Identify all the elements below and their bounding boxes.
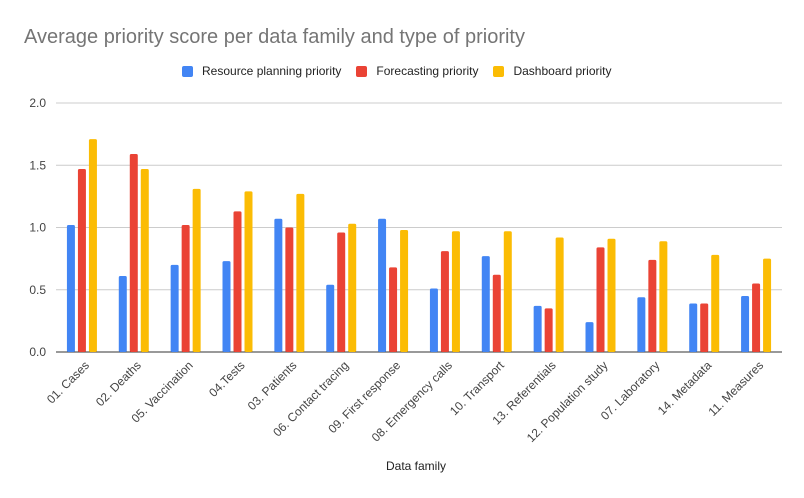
y-tick-label: 0.0: [29, 345, 46, 359]
x-tick-label: 01. Cases: [44, 358, 92, 406]
legend-label-resource-planning: Resource planning priority: [202, 64, 342, 78]
bar: [337, 232, 346, 352]
bar: [222, 261, 231, 352]
bar: [244, 191, 253, 352]
y-tick-label: 0.5: [29, 283, 46, 297]
y-tick-label: 2.0: [29, 96, 46, 110]
bar: [129, 154, 138, 352]
bar: [326, 284, 335, 352]
bar: [503, 231, 512, 352]
bar: [400, 229, 409, 352]
bar: [637, 297, 646, 352]
bar: [274, 218, 283, 352]
bar: [451, 231, 460, 352]
bar: [296, 193, 305, 352]
x-tick-label: 04.Tests: [206, 358, 248, 400]
bar: [429, 288, 438, 352]
bar: [88, 139, 97, 352]
bar: [492, 274, 501, 352]
bar: [440, 251, 449, 352]
x-axis-label: Data family: [385, 459, 447, 473]
bar: [585, 322, 594, 352]
chart-title: Average priority score per data family a…: [24, 26, 525, 48]
bar: [741, 295, 750, 352]
bar: [752, 283, 761, 352]
legend-item-dashboard[interactable]: Dashboard priority: [493, 64, 612, 78]
bar: [763, 258, 772, 352]
bar: [233, 211, 242, 352]
bar: [607, 238, 616, 352]
bar: [192, 188, 201, 352]
bar: [648, 259, 657, 352]
legend-swatch-dashboard: [493, 65, 505, 77]
bar: [555, 237, 564, 352]
x-tick-label: 02. Deaths: [93, 358, 144, 409]
y-tick-label: 1.5: [29, 158, 46, 172]
bar: [596, 247, 605, 352]
bar: [659, 241, 668, 352]
bar: [181, 225, 190, 352]
bar: [711, 254, 720, 352]
bar: [389, 267, 398, 352]
legend-label-dashboard: Dashboard priority: [513, 64, 612, 78]
bar: [533, 305, 542, 352]
bar: [689, 303, 698, 352]
bar: [348, 223, 357, 352]
legend-swatch-forecasting: [356, 65, 368, 77]
bar: [118, 276, 127, 352]
legend: Resource planning priority Forecasting p…: [182, 64, 627, 78]
bar: [544, 308, 553, 352]
legend-item-resource-planning[interactable]: Resource planning priority: [182, 64, 341, 78]
bar: [77, 168, 86, 352]
bar: [378, 218, 387, 352]
legend-swatch-resource-planning: [182, 65, 193, 77]
x-tick-label: 11. Measures: [706, 358, 767, 419]
bar: [481, 256, 490, 352]
legend-label-forecasting: Forecasting priority: [376, 64, 479, 78]
bar: [66, 225, 75, 352]
y-tick-label: 1.0: [29, 221, 46, 235]
x-tick-label: 03. Patients: [245, 358, 300, 413]
bar: [170, 264, 179, 352]
bar: [700, 303, 709, 352]
bar: [140, 168, 149, 352]
bar: [285, 227, 294, 352]
legend-item-forecasting[interactable]: Forecasting priority: [356, 64, 478, 78]
